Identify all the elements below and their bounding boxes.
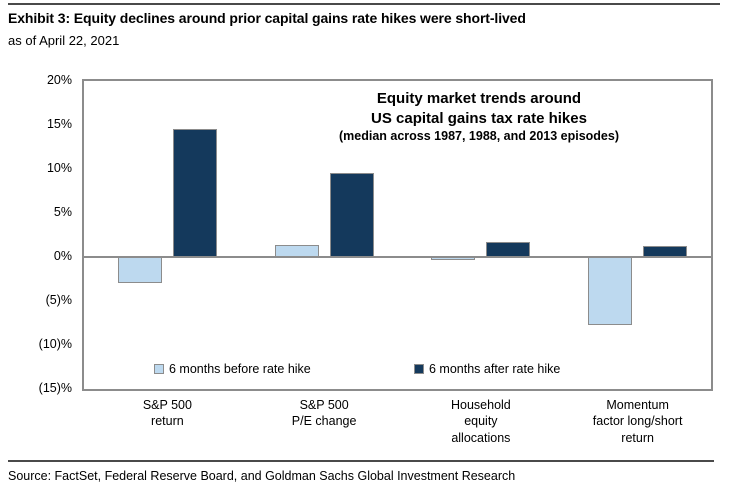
- legend-item-before: 6 months before rate hike: [154, 362, 311, 376]
- before-hike-bar-0: [117, 257, 162, 284]
- legend-swatch-icon: [154, 364, 164, 374]
- y-tick-label: 15%: [46, 117, 72, 131]
- y-tick-label: 20%: [46, 73, 72, 87]
- exhibit-subtitle: as of April 22, 2021: [8, 33, 120, 48]
- y-tick-label: (10)%: [38, 337, 72, 351]
- x-category-label-0: S&P 500 return: [142, 398, 192, 429]
- bottom-rule: [8, 460, 714, 462]
- y-tick-label: 5%: [53, 205, 72, 219]
- source-note: Source: FactSet, Federal Reserve Board, …: [8, 469, 516, 483]
- x-category-label-2: Household equity allocations: [450, 398, 511, 445]
- plot-area: Equity market trends around US capital g…: [82, 79, 713, 391]
- chart-title: Equity market trends around US capital g…: [261, 89, 697, 146]
- chart-title-line-2: US capital gains tax rate hikes: [371, 109, 587, 127]
- after-hike-bar-2: [486, 242, 531, 257]
- zero-axis-line: [84, 256, 711, 258]
- after-hike-bar-0: [172, 129, 217, 257]
- chart-title-line-1: Equity market trends around: [376, 90, 582, 107]
- y-tick-label: (5)%: [45, 293, 72, 307]
- chart-title-line-3: (median across 1987, 1988, and 2013 epis…: [338, 129, 619, 143]
- y-tick-label: (15)%: [38, 381, 72, 395]
- x-category-label-1: S&P 500 P/E change: [291, 398, 357, 429]
- before-hike-bar-3: [588, 257, 633, 325]
- legend-label: 6 months after rate hike: [429, 362, 561, 376]
- after-hike-bar-1: [329, 173, 374, 257]
- legend-label: 6 months before rate hike: [169, 362, 311, 376]
- legend-swatch-icon: [414, 364, 424, 374]
- before-hike-bar-2: [431, 257, 476, 260]
- exhibit-title: Exhibit 3: Equity declines around prior …: [8, 10, 526, 26]
- after-hike-bar-3: [643, 246, 688, 257]
- y-tick-label: 10%: [46, 161, 72, 175]
- top-rule: [8, 3, 720, 5]
- before-hike-bar-1: [274, 244, 319, 257]
- y-tick-label: 0%: [53, 249, 72, 263]
- legend-item-after: 6 months after rate hike: [414, 362, 560, 376]
- x-category-label-3: Momentum factor long/short return: [592, 398, 683, 445]
